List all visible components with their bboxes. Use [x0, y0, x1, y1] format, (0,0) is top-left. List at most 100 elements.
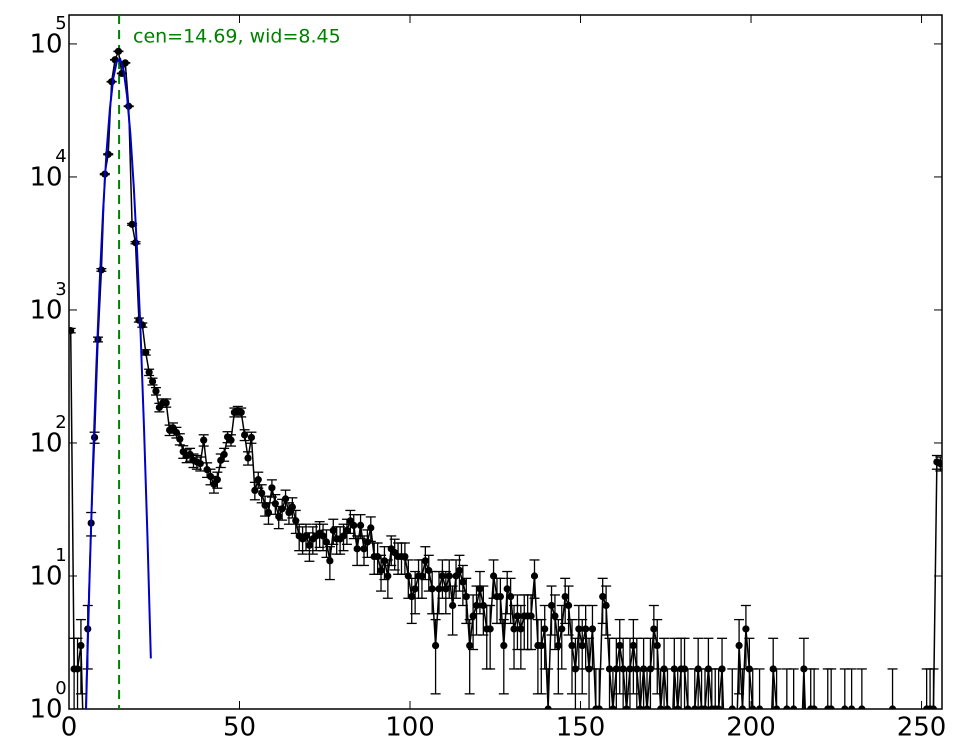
- data-point: [285, 508, 293, 517]
- data-point: [486, 625, 494, 633]
- data-point: [800, 665, 808, 673]
- data-point: [114, 47, 123, 55]
- data-point: [326, 557, 334, 565]
- data-point: [275, 512, 283, 521]
- data-point: [418, 572, 426, 580]
- data-point: [500, 641, 508, 650]
- data-point: [507, 592, 515, 601]
- data-point: [476, 585, 484, 593]
- data-point: [558, 625, 566, 633]
- data-point: [496, 592, 504, 601]
- data-point: [77, 641, 85, 650]
- data-point: [650, 625, 658, 633]
- data-point: [302, 532, 310, 540]
- data-point: [612, 665, 620, 673]
- data-point: [452, 572, 460, 580]
- plot-area: [69, 15, 942, 709]
- fit-curve: [85, 57, 152, 709]
- data-point: [148, 377, 157, 386]
- data-point: [380, 557, 389, 565]
- data-point: [131, 239, 140, 247]
- data-point: [936, 459, 942, 468]
- data-point: [466, 641, 474, 650]
- data-point: [261, 501, 269, 509]
- data-point: [145, 368, 153, 376]
- data-point: [735, 641, 743, 650]
- data-point: [663, 705, 672, 709]
- x-tick-label: 100: [385, 713, 435, 743]
- data-point: [69, 326, 75, 335]
- data-point: [425, 566, 433, 575]
- data-point: [462, 592, 470, 601]
- data-point: [176, 435, 184, 443]
- data-point: [554, 641, 562, 650]
- data-point: [445, 572, 453, 580]
- data-point: [73, 665, 82, 673]
- data-point: [684, 705, 692, 709]
- data-point: [360, 545, 368, 553]
- x-tick-label: 250: [897, 713, 947, 743]
- data-point: [547, 601, 556, 610]
- data-point: [421, 557, 429, 565]
- data-point: [541, 625, 549, 633]
- data-point: [841, 705, 849, 709]
- data-point: [319, 532, 327, 540]
- data-point: [888, 705, 897, 709]
- data-point: [691, 705, 699, 709]
- data-point: [343, 526, 351, 535]
- data-point: [459, 578, 467, 586]
- data-point: [384, 572, 392, 580]
- data-point: [530, 572, 539, 580]
- data-point: [527, 612, 535, 620]
- data-point: [241, 431, 249, 439]
- data-point: [544, 705, 552, 709]
- data-point: [435, 585, 443, 593]
- data-point: [742, 625, 750, 633]
- data-point: [657, 705, 665, 709]
- data-point: [643, 705, 651, 709]
- data-point: [848, 705, 856, 709]
- data-point: [244, 454, 252, 462]
- data-point: [152, 387, 160, 395]
- data-point: [718, 665, 726, 673]
- data-point: [701, 705, 709, 709]
- data-point: [258, 489, 266, 497]
- data-point: [561, 592, 569, 601]
- data-point: [653, 641, 661, 650]
- data-point: [564, 601, 573, 610]
- data-point: [578, 641, 586, 650]
- data-point: [755, 705, 764, 709]
- data-point: [121, 59, 129, 67]
- fit-annotation: cen=14.69, wid=8.45: [133, 26, 341, 48]
- data-point: [281, 495, 290, 503]
- data-point: [339, 532, 348, 540]
- data-point: [128, 220, 136, 228]
- data-point: [438, 572, 447, 580]
- data-point: [728, 705, 736, 709]
- data-point: [510, 625, 518, 633]
- y-tick-label: 10: [29, 428, 62, 458]
- data-point: [629, 641, 637, 650]
- y-tick-exponent: 3: [55, 279, 66, 300]
- data-point: [810, 705, 818, 709]
- data-point: [247, 433, 256, 442]
- data-point: [636, 705, 644, 709]
- data-point: [783, 705, 791, 709]
- x-tick-label: 150: [556, 713, 606, 743]
- data-point: [773, 705, 781, 709]
- data-point: [537, 641, 545, 650]
- data-point: [162, 399, 170, 407]
- data-point: [449, 601, 457, 610]
- data-series: [69, 47, 942, 709]
- data-point: [513, 612, 522, 620]
- data-point: [353, 545, 361, 553]
- data-point: [582, 625, 590, 633]
- data-point: [288, 503, 296, 511]
- data-point: [626, 665, 634, 673]
- data-point: [616, 641, 624, 650]
- data-point: [292, 517, 300, 525]
- data-point: [350, 521, 358, 530]
- y-tick-label: 10: [29, 29, 62, 59]
- data-point: [469, 612, 477, 620]
- data-point: [356, 521, 365, 530]
